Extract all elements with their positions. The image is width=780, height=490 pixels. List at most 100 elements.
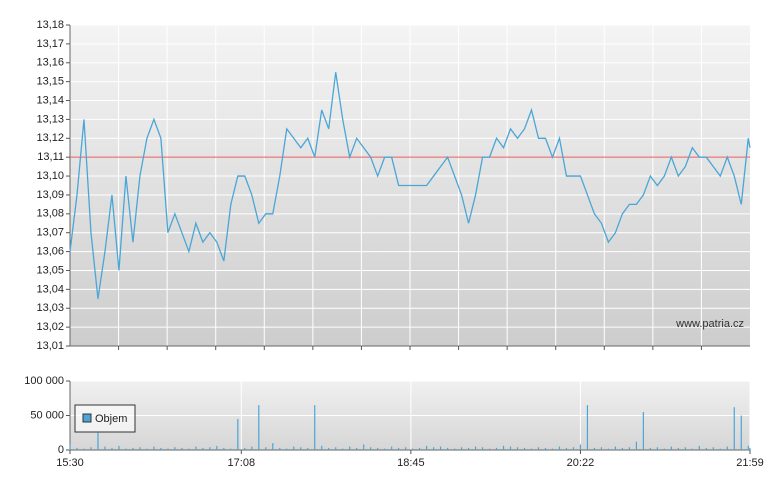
volume-bar xyxy=(405,447,407,450)
volume-bar xyxy=(272,443,274,450)
volume-bar xyxy=(586,405,589,450)
y-tick-label: 13,01 xyxy=(36,340,64,352)
x-tick-label: 20:22 xyxy=(567,457,595,469)
volume-bar xyxy=(558,446,561,450)
y-tick-label: 13,05 xyxy=(36,264,64,276)
volume-bar xyxy=(607,448,610,450)
volume-bar xyxy=(600,447,603,450)
volume-bar xyxy=(377,447,379,450)
volume-bar xyxy=(474,446,477,450)
volume-bar xyxy=(370,447,372,450)
volume-bar xyxy=(726,446,728,450)
volume-bar xyxy=(439,446,442,450)
volume-bar xyxy=(349,446,351,450)
volume-bar xyxy=(111,447,113,450)
volume-bar xyxy=(391,446,393,450)
volume-bar xyxy=(342,448,344,450)
x-tick-label: 18:45 xyxy=(397,457,425,469)
volume-bar xyxy=(139,447,141,450)
volume-bar xyxy=(635,441,637,450)
volume-bar xyxy=(432,447,435,450)
volume-bar xyxy=(69,444,71,450)
volume-bar xyxy=(244,447,246,450)
volume-bar xyxy=(460,447,463,450)
volume-bar xyxy=(251,446,253,450)
y-tick-label: 13,09 xyxy=(36,189,64,201)
volume-bar xyxy=(684,447,686,450)
y-tick-label: 100 000 xyxy=(24,375,64,387)
volume-bar xyxy=(216,445,218,450)
watermark: www.patria.cz xyxy=(675,318,744,330)
volume-bar xyxy=(663,448,665,450)
volume-bar xyxy=(188,448,190,450)
y-tick-label: 13,02 xyxy=(36,321,64,333)
volume-bar xyxy=(307,447,309,450)
volume-bar xyxy=(412,448,414,450)
volume-bar xyxy=(523,447,526,450)
volume-bar xyxy=(453,448,456,450)
volume-bar xyxy=(237,418,239,450)
volume-bar xyxy=(712,447,714,450)
volume-bar xyxy=(642,412,644,450)
volume-bar xyxy=(628,447,630,450)
y-tick-label: 13,03 xyxy=(36,302,64,314)
y-tick-label: 13,17 xyxy=(36,38,64,50)
volume-bar xyxy=(146,448,148,450)
volume-bar xyxy=(174,447,176,450)
volume-bar xyxy=(76,447,78,450)
y-tick-label: 0 xyxy=(58,444,64,456)
legend-swatch xyxy=(82,413,92,423)
volume-bar xyxy=(544,447,547,450)
volume-bar xyxy=(419,447,421,450)
volume-bar xyxy=(118,445,120,450)
x-tick-label: 17:08 xyxy=(228,457,256,469)
x-tick-label: 15:30 xyxy=(56,457,84,469)
volume-bar xyxy=(649,447,651,450)
volume-bar xyxy=(551,448,554,450)
volume-bar xyxy=(202,447,204,450)
volume-bar xyxy=(614,446,616,450)
volume-bar xyxy=(719,448,721,450)
volume-bar xyxy=(153,446,155,450)
volume-bar xyxy=(656,447,658,450)
volume-bar xyxy=(398,447,400,450)
volume-bar xyxy=(705,447,707,450)
volume-bar xyxy=(160,447,162,450)
volume-bar xyxy=(565,447,568,450)
volume-bar xyxy=(195,446,197,450)
volume-bar xyxy=(593,447,596,450)
volume-bar xyxy=(265,447,267,450)
y-tick-label: 13,11 xyxy=(37,151,64,163)
y-tick-label: 13,06 xyxy=(36,245,64,257)
x-tick-label: 21:59 xyxy=(736,457,764,469)
volume-bar xyxy=(321,445,323,450)
volume-bar xyxy=(209,447,211,450)
volume-bar xyxy=(495,447,498,450)
volume-bar xyxy=(363,444,365,450)
volume-bar xyxy=(90,447,92,450)
y-tick-label: 13,08 xyxy=(36,208,64,220)
volume-bar xyxy=(677,447,679,450)
volume-bar xyxy=(733,407,735,450)
volume-bar xyxy=(181,447,183,450)
volume-bar xyxy=(97,432,99,450)
volume-bar xyxy=(488,448,491,450)
volume-bar xyxy=(335,447,337,450)
volume-bar xyxy=(516,447,519,450)
y-tick-label: 13,10 xyxy=(36,170,64,182)
volume-bar xyxy=(279,447,281,450)
y-tick-label: 13,04 xyxy=(36,283,64,295)
y-tick-label: 50 000 xyxy=(30,409,64,421)
y-tick-label: 13,07 xyxy=(36,227,64,239)
volume-bar xyxy=(502,445,505,450)
volume-bar xyxy=(286,448,288,450)
volume-bar xyxy=(230,448,232,450)
volume-bar xyxy=(167,448,169,450)
volume-bar xyxy=(223,447,225,450)
volume-bar xyxy=(621,447,623,450)
volume-bar xyxy=(481,447,484,450)
volume-bar xyxy=(83,448,85,450)
volume-bar xyxy=(670,446,672,450)
